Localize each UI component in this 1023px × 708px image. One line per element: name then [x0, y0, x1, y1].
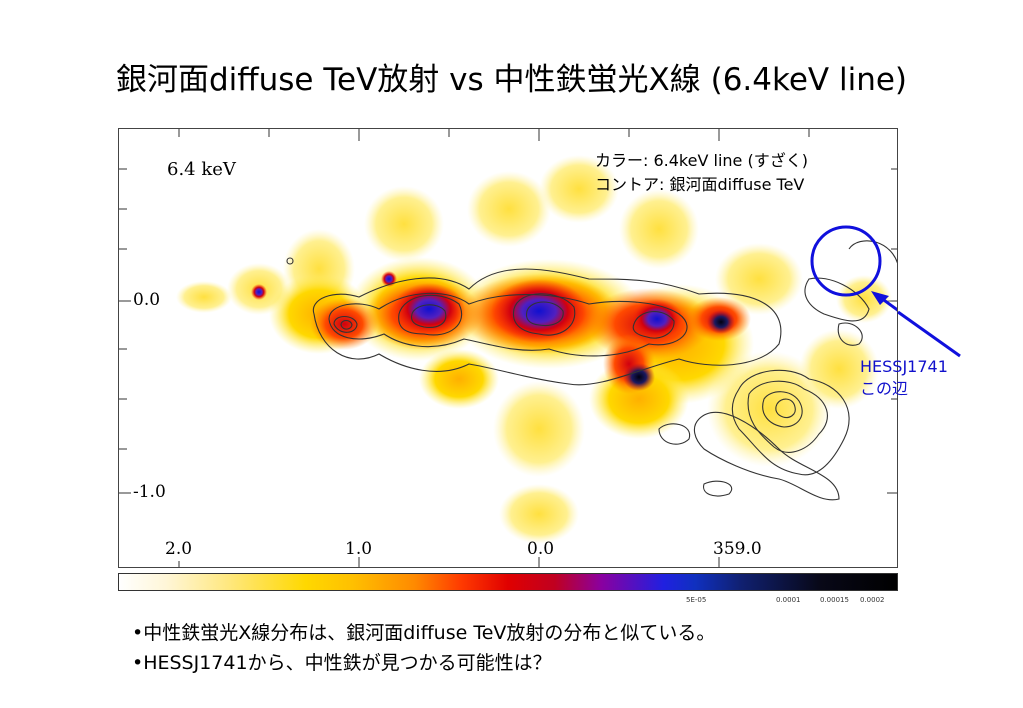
slide-title: 銀河面diffuse TeV放射 vs 中性鉄蛍光X線 (6.4keV line… — [115, 62, 908, 98]
x-tick-label: 2.0 — [165, 539, 193, 559]
annotation-arrow — [876, 293, 897, 312]
hessj1741-annotation: HESSJ1741 この辺 — [860, 356, 948, 400]
emission-map — [119, 129, 897, 567]
colorbar — [118, 573, 898, 591]
bullet-item: •中性鉄蛍光X線分布は、銀河面diffuse TeV放射の分布と似ている。 — [132, 622, 716, 644]
x-tick-label: 0.0 — [527, 539, 555, 559]
figure-legend: カラー: 6.4keV line (すざく) コントア: 銀河面diffuse … — [595, 149, 808, 197]
bullet-list: •中性鉄蛍光X線分布は、銀河面diffuse TeV放射の分布と似ている。 •H… — [132, 618, 715, 678]
emission-pale-regions — [176, 155, 892, 544]
bullet-item: •HESSJ1741から、中性鉄が見つかる可能性は？ — [132, 652, 552, 674]
hessj1741-marker — [810, 225, 897, 312]
y-tick-label: -1.0 — [133, 482, 166, 502]
legend-color-line: カラー: 6.4keV line (すざく) — [595, 151, 808, 170]
colorbar-label: 0.00015 — [820, 596, 849, 604]
energy-label: 6.4 keV — [167, 159, 236, 180]
axis-ticks — [119, 129, 897, 567]
x-tick-label: 1.0 — [345, 539, 373, 559]
xray-map-figure: 6.4 keV カラー: 6.4keV line (すざく) コントア: 銀河面… — [118, 128, 898, 568]
y-tick-label: 0.0 — [133, 290, 161, 310]
annotation-line: HESSJ1741 — [860, 357, 948, 376]
x-tick-label: 359.0 — [713, 539, 762, 559]
annotation-line: この辺 — [860, 379, 909, 398]
colorbar-label: 0.0001 — [776, 596, 801, 604]
colorbar-label: 5E-05 — [686, 596, 707, 604]
colorbar-label: 0.0002 — [860, 596, 885, 604]
legend-contour-line: コントア: 銀河面diffuse TeV — [595, 175, 805, 194]
